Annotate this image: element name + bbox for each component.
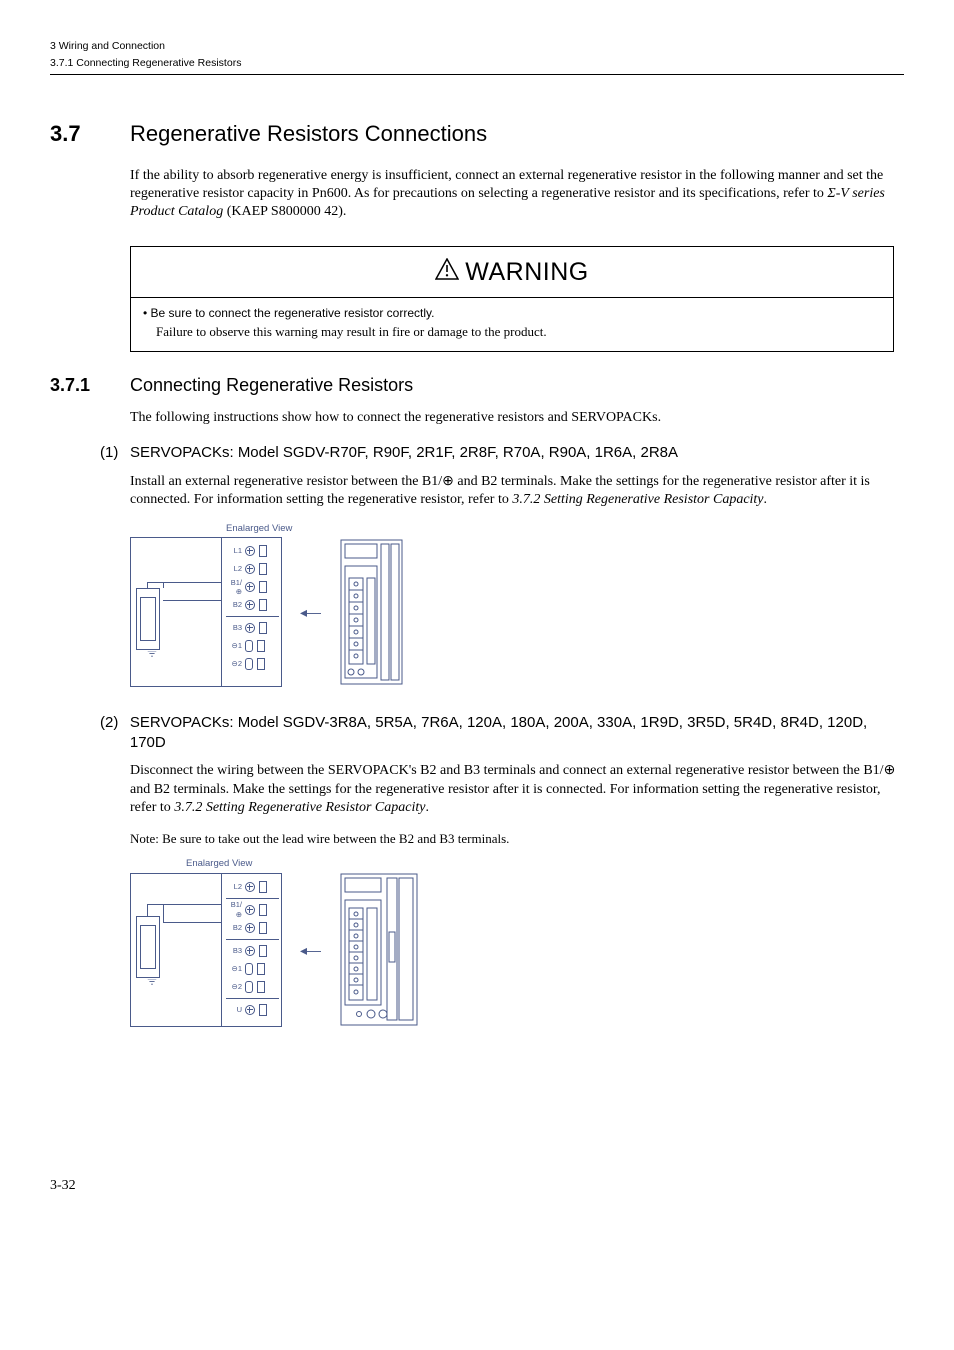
sub2-heading: (2) SERVOPACKs: Model SGDV-3R8A, 5R5A, 7… [100, 713, 904, 752]
arrow-icon-2: ◂— [300, 941, 321, 959]
terminal-list-1: L1 L2 B1/⊕ B2 B3 ⊖1 ⊖2 [221, 538, 281, 686]
terminal-block-2: L2 B1/⊕ B2 B3 ⊖1 ⊖2 U [130, 873, 282, 1027]
enlarged-view-label-1: Enalarged View [226, 523, 904, 535]
ground-icon [147, 979, 157, 985]
section-number: 3.7 [50, 120, 130, 149]
subsection-number: 3.7.1 [50, 374, 130, 397]
section-intro: If the ability to absorb regenerative en… [130, 167, 899, 222]
sub2-text-b: . [425, 800, 429, 815]
regen-resistor-2 [136, 916, 160, 978]
section-3-7-1-heading: 3.7.1 Connecting Regenerative Resistors [50, 374, 904, 397]
warning-heading: WARNING [131, 247, 893, 298]
sub1-heading: (1) SERVOPACKs: Model SGDV-R70F, R90F, 2… [100, 443, 904, 463]
warning-icon [435, 256, 459, 289]
warning-body: • Be sure to connect the regenerative re… [131, 298, 893, 350]
subsection-body: The following instructions show how to c… [130, 409, 904, 427]
sub1-italic: 3.7.2 Setting Regenerative Resistor Capa… [512, 492, 763, 507]
arrow-icon-1: ◂— [300, 603, 321, 621]
sub2-num: (2) [100, 713, 130, 733]
intro-text-a: If the ability to absorb regenerative en… [130, 168, 883, 201]
warning-box: WARNING • Be sure to connect the regener… [130, 246, 894, 351]
terminal-list-2: L2 B1/⊕ B2 B3 ⊖1 ⊖2 U [221, 874, 281, 1026]
warning-heading-text: WARNING [465, 258, 588, 286]
terminal-block-1: L1 L2 B1/⊕ B2 B3 ⊖1 ⊖2 [130, 537, 282, 687]
enlarged-view-label-2: Enalarged View [186, 858, 904, 870]
servopack-drawing-1 [339, 538, 404, 686]
ground-icon [147, 651, 157, 657]
subsection-title: Connecting Regenerative Resistors [130, 374, 413, 397]
intro-text-b: (KAEP S800000 42). [223, 204, 346, 219]
page-number: 3-32 [50, 1177, 904, 1195]
servopack-drawing-2 [339, 872, 419, 1027]
section-title: Regenerative Resistors Connections [130, 120, 487, 149]
warning-bullet: • Be sure to connect the regenerative re… [143, 306, 881, 322]
sub2-italic: 3.7.2 Setting Regenerative Resistor Capa… [174, 800, 425, 815]
header-chapter: 3 Wiring and Connection [50, 40, 904, 54]
figure-2: Enalarged View L2 B1/⊕ [130, 858, 904, 1027]
sub1-text-b: . [764, 492, 768, 507]
section-3-7-heading: 3.7 Regenerative Resistors Connections [50, 120, 904, 149]
warning-sub: Failure to observe this warning may resu… [156, 324, 881, 341]
sub1-body: Install an external regenerative resisto… [130, 473, 904, 509]
sub2-note: Note: Be sure to take out the lead wire … [130, 831, 904, 848]
sub1-title: SERVOPACKs: Model SGDV-R70F, R90F, 2R1F,… [130, 443, 678, 463]
figure-1: Enalarged View L1 L2 [130, 523, 904, 687]
sub2-body: Disconnect the wiring between the SERVOP… [130, 762, 904, 817]
sub1-num: (1) [100, 443, 130, 463]
sub2-title: SERVOPACKs: Model SGDV-3R8A, 5R5A, 7R6A,… [130, 713, 904, 752]
regen-resistor-1 [136, 588, 160, 650]
header-subsection: 3.7.1 Connecting Regenerative Resistors [50, 57, 904, 76]
